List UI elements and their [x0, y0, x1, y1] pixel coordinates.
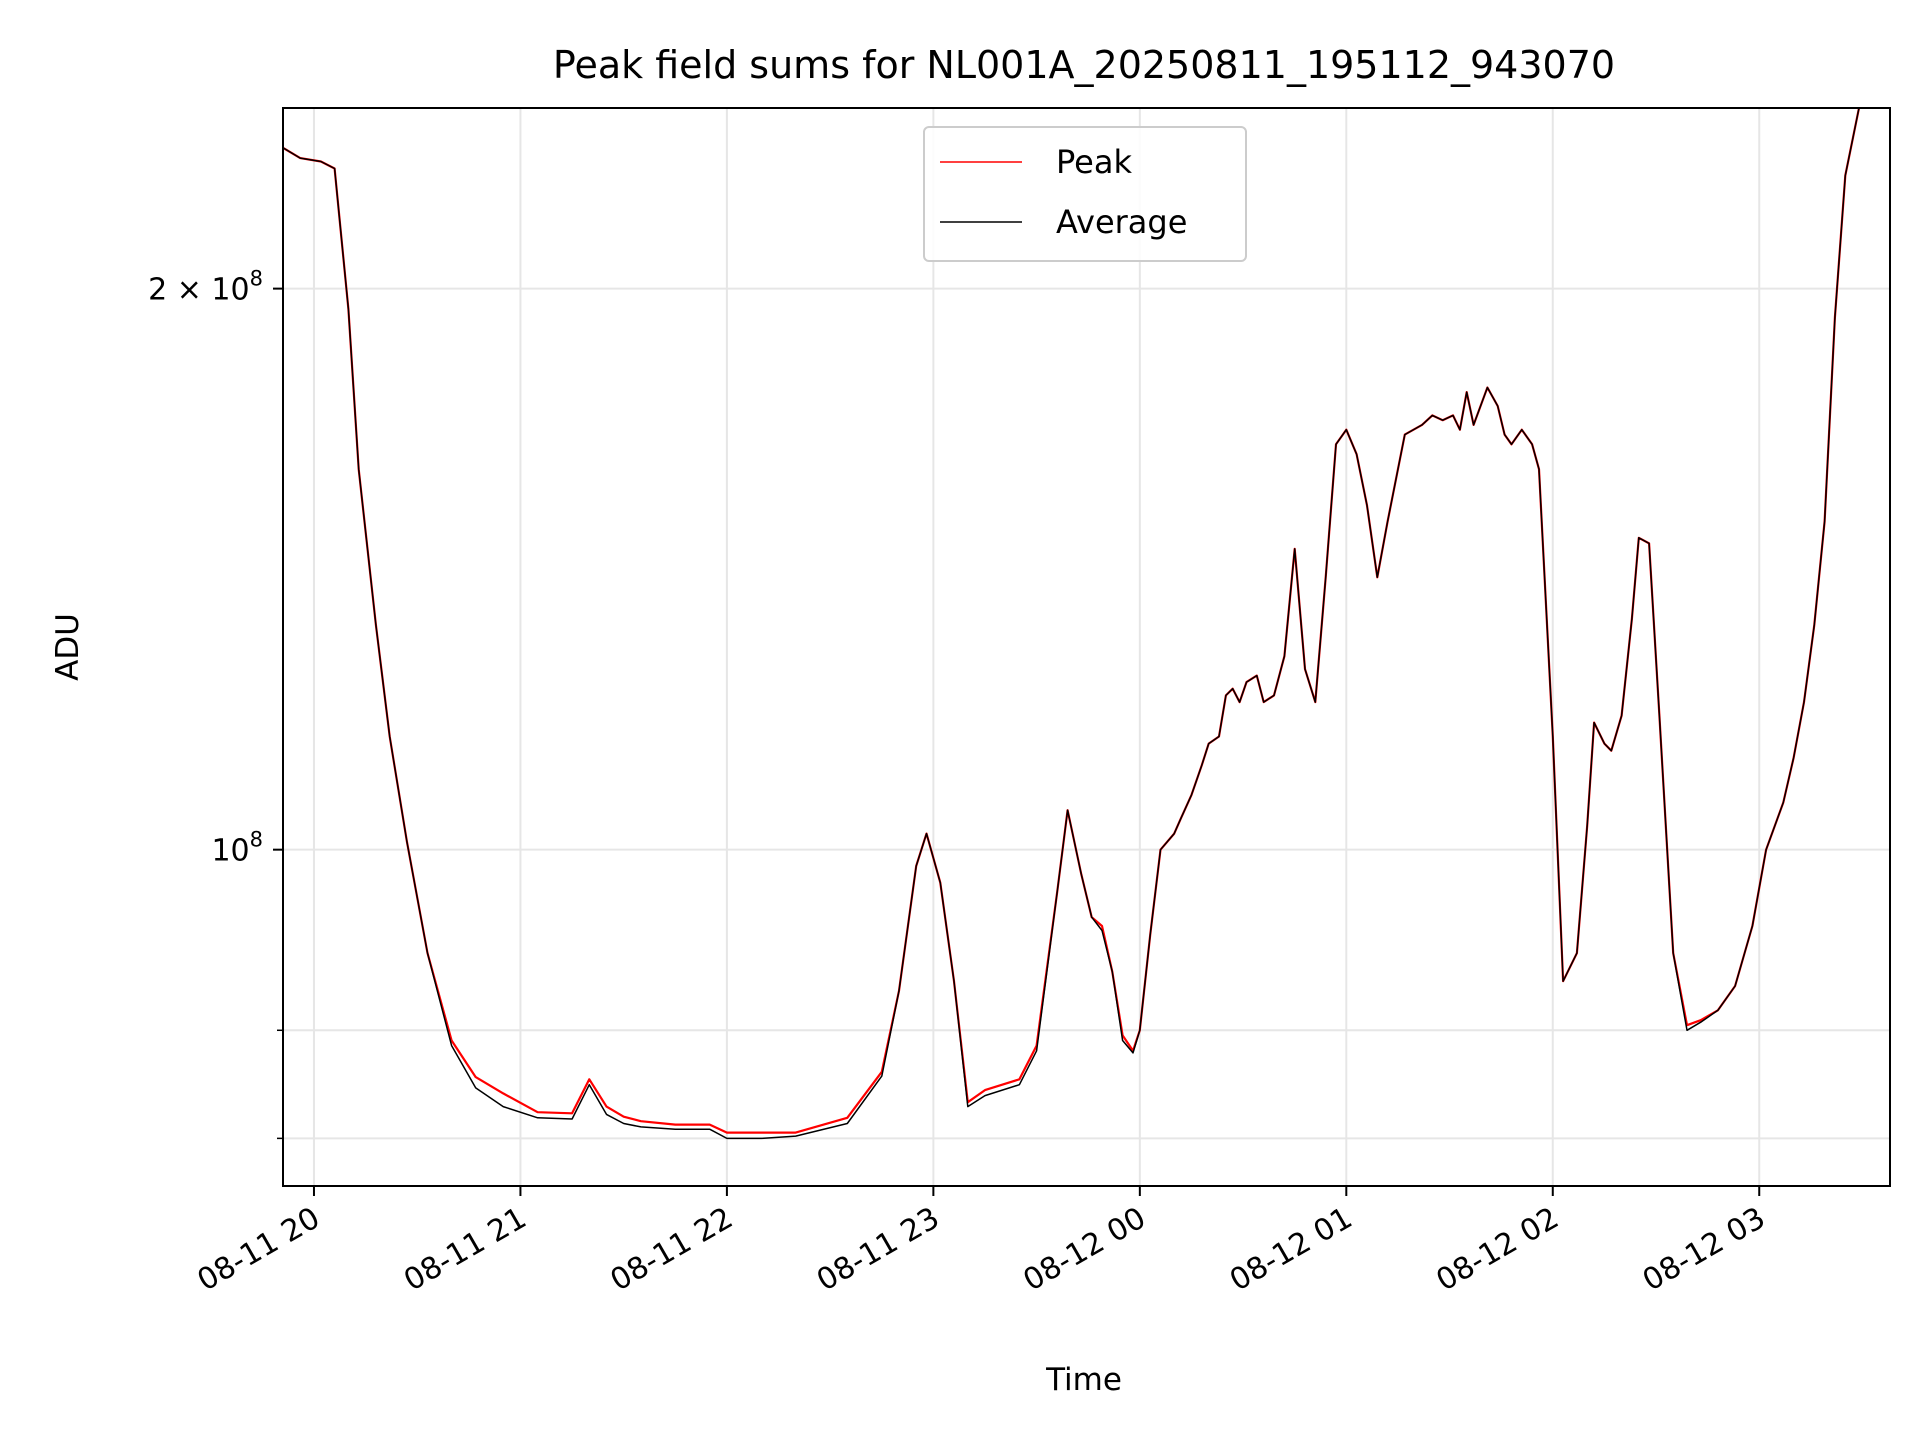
legend: Peak Average	[923, 126, 1247, 262]
series-line-average	[283, 108, 1860, 1140]
grid-lines	[283, 108, 1890, 1186]
plot-area: 08-11 20 08-11 21 08-11 22 08-11 23 08-12 00…	[148, 107, 1891, 1298]
y-tick-label: 108	[211, 828, 263, 869]
x-axis-label: Time	[1045, 1362, 1122, 1398]
plot-frame	[282, 107, 1891, 1187]
legend-box	[923, 126, 1247, 262]
chart-title: Peak field sums for NL001A_20250811_1951…	[553, 43, 1615, 87]
legend-label-peak: Peak	[1056, 143, 1132, 181]
series-lines	[283, 108, 1861, 1140]
y-axis-label: ADU	[50, 613, 86, 681]
plot-background	[283, 108, 1890, 1186]
legend-label-average: Average	[1056, 203, 1187, 241]
y-tick-label: 2 × 108	[148, 267, 263, 308]
